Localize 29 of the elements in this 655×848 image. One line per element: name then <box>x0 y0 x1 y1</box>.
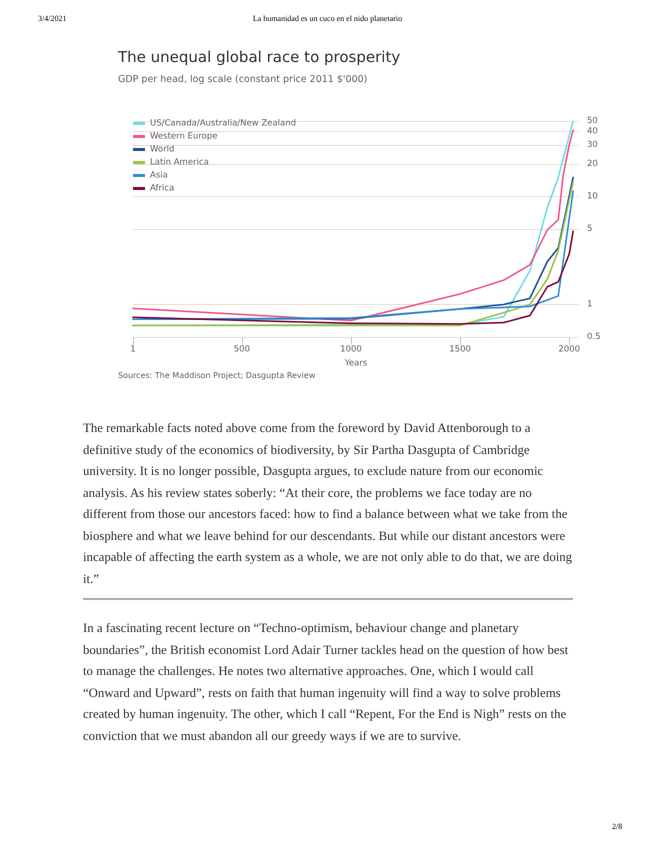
text: In a fascinating recent lecture on “Techno-optimism, behaviour change and planetary boundaries”, the British economist Lord Adair Turner tackles head on the question of how best to manage the challenges. He notes two alternative approaches. One, which I would call “Onward and Upward”, rests on faith that human ingenuity will find a way to solve problems created by human ingenuity. The other, which I call “Repent, For the End is Nigh” rests on the conviction that we must abandon all our greedy ways if we are to survive. <box>83 620 570 745</box>
legend-label: Western Europe <box>150 132 218 142</box>
y-tick-label: 5 <box>587 224 592 234</box>
legend-label: World <box>150 144 174 154</box>
legend-label: Latin America <box>150 158 209 168</box>
line-series <box>132 230 574 325</box>
legend-label: Asia <box>150 170 168 180</box>
text: The remarkable facts noted above come from the foreword by David Attenborough to a definitive study of the economics of biodiversity, by Sir Partha Dasgupta of Cambridge university. It is no longer possible, Dasgupta argues, to exclude nature from our economic analysis. As his review states soberly: “At their core, the problems we face today are no different from those our ancestors faced: how to find a balance between what we take from the biosphere and what we leave behind for our descendants. But while our distant ancestors were incapable of affecting the earth system as a whole, we are not only able to do that, we are doing it.” <box>83 420 573 588</box>
x-tick-label: 500 <box>234 344 250 354</box>
x-tick-label: 1 <box>130 344 136 354</box>
x-tick-label: 2000 <box>558 344 580 354</box>
y-tick-label: 40 <box>587 126 598 136</box>
source-note: Sources: The Maddison Project; Dasgupta Review <box>118 371 316 380</box>
legend-label: Africa <box>150 184 174 194</box>
y-tick-label: 30 <box>587 140 598 150</box>
y-tick-label: 20 <box>587 158 598 169</box>
legend-label: US/Canada/Australia/New Zealand <box>150 118 296 128</box>
y-tick-label: 0.5 <box>587 332 601 342</box>
chart-title: The unequal global race to prosperity <box>118 48 400 66</box>
x-axis-title: Years <box>344 358 368 368</box>
x-tick-label: 1000 <box>340 344 362 354</box>
text: 2/8 <box>612 822 622 831</box>
y-tick-label: 10 <box>587 191 598 202</box>
y-tick-label: 1 <box>587 299 592 310</box>
text: 3/4/2021 <box>38 14 66 23</box>
y-tick-label: 50 <box>587 116 598 126</box>
x-tick-label: 1500 <box>449 344 471 354</box>
text: La humanidad es un cuco en el nido planetario <box>252 14 402 23</box>
chart-subtitle: GDP per head, log scale (constant price 2011 $'000) <box>118 74 368 85</box>
